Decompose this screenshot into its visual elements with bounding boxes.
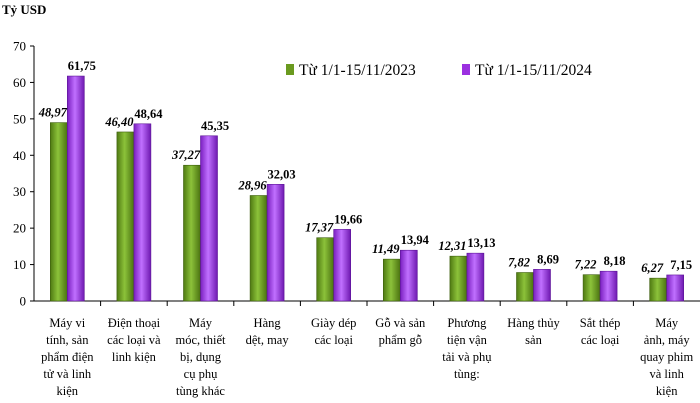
category-label: tải và phụ: [442, 350, 492, 364]
category-label: Sắt thép: [580, 316, 621, 330]
data-label: 19,66: [334, 212, 362, 226]
category-label: các loại và: [107, 333, 161, 347]
bar-2024: [466, 252, 485, 302]
data-label: 13,94: [401, 233, 430, 247]
data-label: 7,15: [670, 258, 692, 272]
category-label: các loại: [314, 333, 353, 347]
bar-2023: [183, 164, 201, 302]
bar-2024: [67, 75, 85, 302]
y-tick-label: 70: [13, 39, 26, 54]
data-label: 46,40: [104, 115, 134, 129]
data-label: 11,49: [372, 242, 400, 256]
data-label: 28,96: [238, 179, 268, 193]
category-label: kiện: [656, 384, 678, 398]
bar-2023: [316, 237, 335, 302]
bar-2024: [533, 269, 551, 302]
category-label: tử và linh: [43, 367, 91, 381]
bar-2024: [666, 274, 685, 302]
data-label: 13,13: [467, 236, 495, 250]
data-label: 6,27: [641, 261, 664, 275]
category-label: linh kiện: [112, 350, 157, 364]
category-label: và linh: [650, 367, 685, 381]
bar-2024: [133, 123, 152, 302]
category-label: Máy: [189, 316, 213, 330]
legend: Từ 1/1-15/11/2023 Từ 1/1-15/11/2024: [286, 62, 592, 79]
category-label: ảnh, máy: [644, 333, 691, 347]
bar-2023: [116, 131, 135, 302]
y-tick-label: 60: [13, 75, 26, 90]
bar-2024: [599, 270, 618, 302]
category-label: kiện: [57, 384, 79, 398]
legend-label: Từ 1/1-15/11/2024: [475, 62, 592, 79]
category-label: bị, dụng: [180, 350, 222, 364]
bar-2023: [516, 272, 534, 302]
data-label: 8,69: [537, 252, 559, 266]
category-label: quay phim: [640, 350, 693, 364]
y-tick-label: 0: [20, 294, 27, 309]
bar-2023: [249, 195, 268, 302]
category-label: tùng:: [454, 367, 480, 381]
category-label: sản: [525, 333, 542, 347]
category-label: Điện thoại: [108, 316, 161, 330]
category-label: dệt, may: [246, 333, 290, 347]
data-label: 32,03: [268, 167, 296, 181]
category-label: Gỗ và sản: [375, 316, 426, 330]
category-label: các loại: [581, 333, 620, 347]
bar-2024: [200, 135, 218, 302]
category-labels: Máy vi tính, sản phẩm điện tử và linh kiện Đi…: [41, 316, 693, 398]
bar-2023: [649, 277, 668, 302]
data-label: 8,18: [604, 254, 626, 268]
data-label: 45,35: [201, 119, 229, 133]
data-label: 61,75: [68, 59, 96, 73]
legend-swatch: [286, 64, 294, 75]
data-label: 7,82: [508, 256, 530, 270]
legend-swatch: [462, 64, 470, 75]
data-label: 37,27: [171, 148, 201, 162]
bar-2024: [399, 249, 418, 302]
data-label: 7,22: [575, 258, 597, 272]
category-label: Hàng: [254, 316, 282, 330]
y-tick-label: 20: [13, 221, 26, 236]
bar-2023: [582, 274, 601, 302]
category-label: Máy: [655, 316, 679, 330]
bar-2024: [266, 184, 285, 302]
y-tick-label: 50: [13, 111, 26, 126]
legend-label: Từ 1/1-15/11/2023: [299, 62, 416, 79]
category-label: cụ phụ: [184, 367, 218, 381]
y-tick-label: 10: [13, 257, 26, 272]
bar-2023: [449, 255, 468, 302]
category-label: móc, thiết: [176, 333, 227, 347]
category-label: tùng khác: [176, 384, 225, 398]
data-label: 48,64: [134, 107, 163, 121]
bar-2024: [333, 229, 352, 302]
category-label: Giày dép: [311, 316, 356, 330]
category-label: phẩm gỗ: [379, 333, 422, 347]
category-label: Phương: [447, 316, 487, 330]
bars: [49, 75, 685, 302]
y-axis-label: Tỷ USD: [2, 2, 46, 17]
category-label: phẩm điện: [41, 350, 94, 364]
axes: 0 10 20 30 40 50 60 70: [13, 39, 700, 309]
category-label: tiện vận: [447, 333, 488, 347]
data-label: 48,97: [38, 106, 68, 120]
bar-2023: [382, 258, 401, 302]
category-label: Máy vi: [49, 316, 85, 330]
data-label: 12,31: [438, 239, 466, 253]
y-tick-label: 40: [13, 148, 26, 163]
bar-2023: [49, 122, 68, 302]
category-label: tính, sản: [46, 333, 89, 347]
y-tick-label: 30: [13, 184, 26, 199]
category-label: Hàng thủy: [507, 316, 560, 330]
data-label: 17,37: [305, 221, 334, 235]
